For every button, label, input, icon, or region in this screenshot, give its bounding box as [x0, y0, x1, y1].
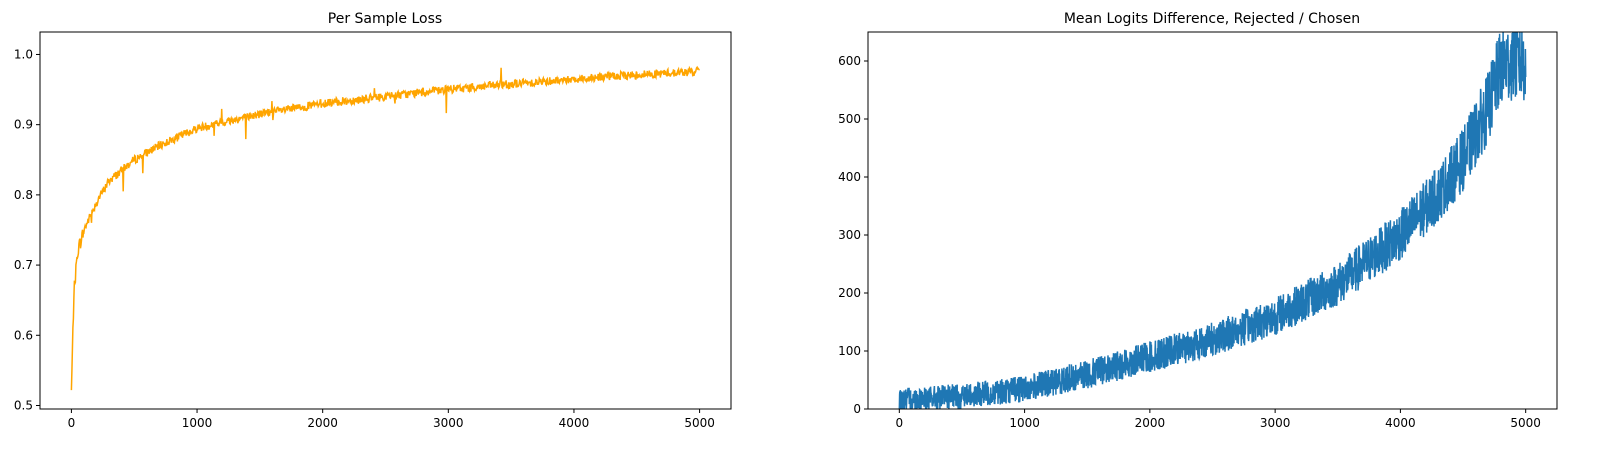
- x-tick-label: 4000: [559, 416, 590, 430]
- x-tick-label: 2000: [307, 416, 338, 430]
- chart-title: Per Sample Loss: [328, 11, 442, 27]
- y-tick-label: 0.9: [14, 118, 33, 132]
- x-tick-label: 3000: [1260, 416, 1291, 430]
- y-tick-label: 600: [838, 54, 861, 68]
- y-tick-label: 1.0: [14, 47, 33, 61]
- y-tick-label: 0.6: [14, 328, 33, 342]
- y-tick-label: 0.7: [14, 258, 33, 272]
- x-tick-label: 2000: [1135, 416, 1166, 430]
- x-tick-label: 1000: [1009, 416, 1040, 430]
- x-tick-label: 3000: [433, 416, 464, 430]
- y-tick-label: 300: [838, 228, 861, 242]
- y-tick-label: 200: [838, 286, 861, 300]
- series-line: [70, 65, 700, 391]
- chart-title: Mean Logits Difference, Rejected / Chose…: [1064, 11, 1360, 27]
- x-tick-label: 5000: [1510, 416, 1541, 430]
- series-line: [898, 32, 1527, 409]
- x-tick-label: 0: [68, 416, 76, 430]
- x-tick-label: 0: [895, 416, 903, 430]
- x-tick-label: 5000: [684, 416, 715, 430]
- y-tick-label: 400: [838, 170, 861, 184]
- mean-logits-difference-chart: Mean Logits Difference, Rejected / Chose…: [838, 11, 1558, 430]
- y-tick-label: 500: [838, 112, 861, 126]
- y-tick-label: 100: [838, 344, 861, 358]
- x-tick-label: 4000: [1385, 416, 1416, 430]
- y-tick-label: 0.5: [14, 398, 33, 412]
- y-tick-label: 0: [853, 402, 861, 416]
- y-tick-label: 0.8: [14, 188, 33, 202]
- axes-frame: [39, 31, 732, 410]
- per-sample-loss-chart: Per Sample Loss 0 1000 2000 3000 4000 5000 0.5…: [14, 11, 732, 430]
- x-tick-label: 1000: [182, 416, 213, 430]
- axes-frame: [867, 31, 1558, 410]
